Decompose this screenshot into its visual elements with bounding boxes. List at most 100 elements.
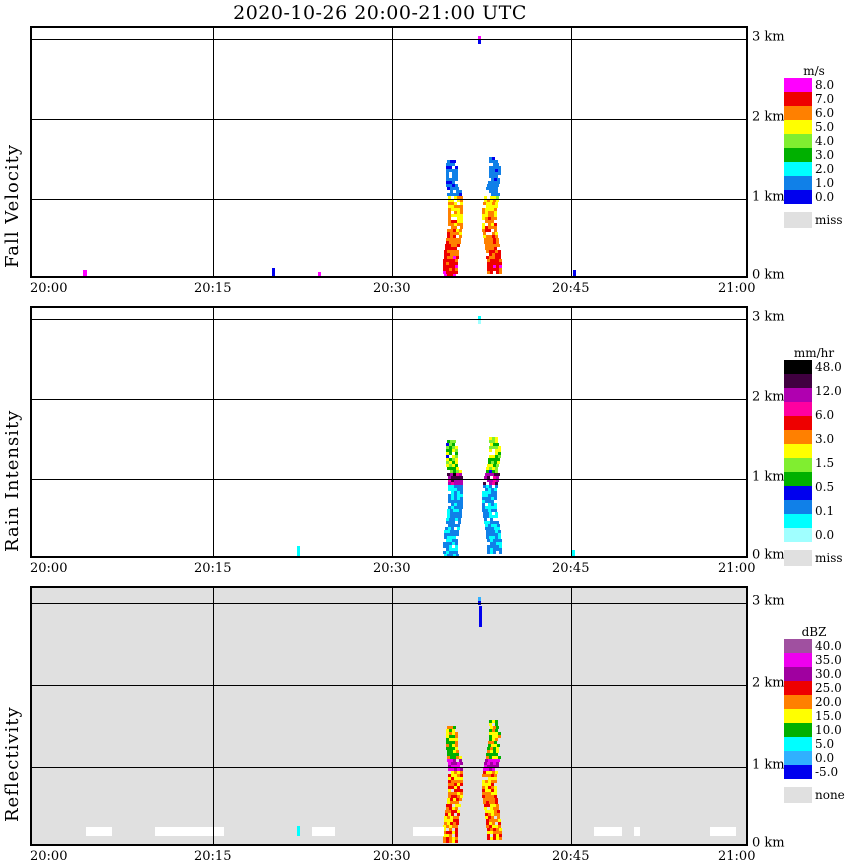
data-cell [446, 238, 450, 241]
data-cell [486, 831, 490, 834]
data-cell [454, 786, 458, 789]
panel-fall-velocity[interactable] [30, 26, 748, 278]
data-cell [451, 741, 455, 744]
data-cell [495, 831, 499, 834]
data-cell [449, 825, 453, 828]
data-cell [498, 536, 502, 539]
data-cell [459, 479, 463, 482]
data-cell [487, 214, 491, 217]
data-cell [448, 774, 452, 777]
data-cell [447, 479, 451, 482]
data-cell [486, 804, 490, 807]
data-cell [492, 199, 496, 202]
data-cell [446, 744, 450, 747]
data-cell [453, 759, 457, 762]
data-cell [455, 178, 459, 181]
panel-reflectivity[interactable] [30, 586, 748, 846]
data-cell [455, 551, 459, 554]
data-cell [453, 756, 457, 759]
data-cell [459, 190, 463, 193]
data-cell [446, 184, 450, 187]
data-cell [495, 449, 499, 452]
data-cell [488, 473, 492, 476]
ytick-refl-2km: 2 km [752, 675, 785, 691]
data-cell [482, 512, 486, 515]
data-cell [490, 744, 494, 747]
data-cell [449, 822, 453, 825]
data-cell [489, 259, 493, 262]
data-cell [495, 837, 499, 840]
data-cell [481, 217, 485, 220]
data-cell [452, 539, 456, 542]
data-cell [454, 735, 458, 738]
data-cell [449, 533, 453, 536]
data-cell [493, 747, 497, 750]
data-cell [494, 485, 498, 488]
colorbar-tick-label: -5.0 [815, 765, 839, 779]
data-cell [458, 515, 462, 518]
data-cell [446, 545, 450, 548]
data-cell [448, 452, 452, 455]
colorbar-swatch [784, 667, 812, 681]
data-cell [490, 181, 494, 184]
data-cell [489, 268, 493, 271]
data-cell [490, 786, 494, 789]
data-cell [493, 810, 497, 813]
data-cell [455, 819, 459, 822]
data-cell [457, 214, 461, 217]
data-cell [447, 765, 451, 768]
data-cell [460, 500, 464, 503]
data-cell [450, 759, 454, 762]
data-cell [484, 494, 488, 497]
data-cell [495, 199, 499, 202]
colorbar-tick-label: 7.0 [815, 92, 835, 106]
data-cell [496, 464, 500, 467]
data-cell [450, 232, 454, 235]
data-cell [492, 804, 496, 807]
ytick-rain-2km: 2 km [752, 389, 785, 405]
data-cell [449, 262, 453, 265]
data-cell [454, 241, 458, 244]
data-cell [489, 539, 493, 542]
data-cell [492, 440, 496, 443]
data-cell [446, 551, 450, 554]
colorbar-swatch [784, 723, 812, 737]
data-gap [412, 827, 444, 836]
data-cell [457, 482, 461, 485]
data-cell [483, 804, 487, 807]
data-cell [498, 268, 502, 271]
data-cell [449, 536, 453, 539]
data-cell [495, 804, 499, 807]
panel-rain-intensity[interactable] [30, 306, 748, 558]
data-cell [487, 762, 491, 765]
colorbar-missing-swatch [784, 550, 812, 566]
data-cell [493, 491, 497, 494]
data-cell [454, 214, 458, 217]
data-cell [446, 518, 450, 521]
data-cell [492, 157, 496, 160]
colorbar-missing-label: none [815, 788, 845, 802]
data-cell [449, 726, 453, 729]
data-cell [451, 500, 455, 503]
data-cell [492, 545, 496, 548]
data-cell [457, 220, 461, 223]
data-cell [450, 226, 454, 229]
data-cell [486, 187, 490, 190]
data-cell [491, 819, 495, 822]
data-cell [486, 265, 490, 268]
data-cell [498, 822, 502, 825]
data-cell [448, 735, 452, 738]
data-cell [487, 476, 491, 479]
colorbar-swatch [784, 458, 812, 472]
data-cell [446, 262, 450, 265]
colorbar-tick-label: 40.0 [815, 639, 842, 653]
data-cell [455, 744, 459, 747]
data-cell [455, 828, 459, 831]
data-cell [447, 759, 451, 762]
data-cell [491, 473, 495, 476]
data-cell [490, 217, 494, 220]
data-cell [493, 211, 497, 214]
data-cell [457, 205, 461, 208]
data-cell [456, 476, 460, 479]
data-cell [487, 497, 491, 500]
